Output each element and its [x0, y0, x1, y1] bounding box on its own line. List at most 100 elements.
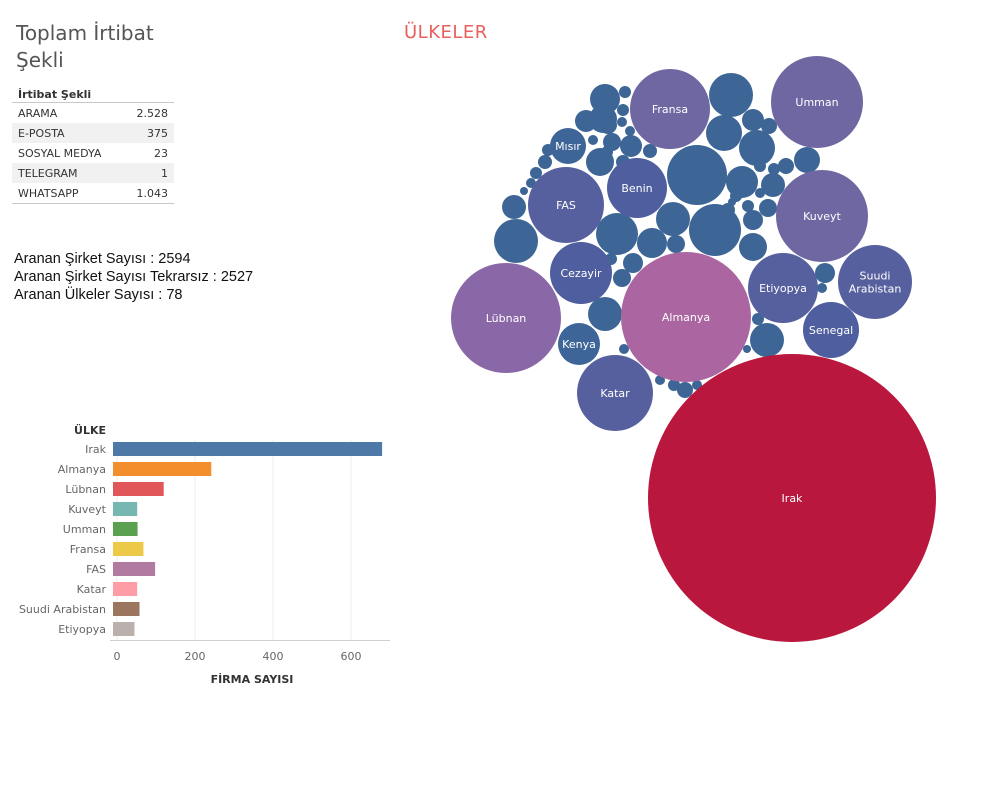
- country-bubble[interactable]: [742, 200, 754, 212]
- bubble-mısır[interactable]: [550, 128, 586, 164]
- country-bubble[interactable]: [623, 253, 643, 273]
- country-bubble[interactable]: [815, 263, 835, 283]
- country-bubble[interactable]: [637, 228, 667, 258]
- bar-4[interactable]: [113, 522, 138, 536]
- bar-9[interactable]: [113, 622, 135, 636]
- bar-3[interactable]: [113, 502, 138, 516]
- country-bubble[interactable]: [750, 323, 784, 357]
- bar-7[interactable]: [113, 582, 138, 596]
- country-bubble[interactable]: [761, 173, 785, 197]
- row-label: ARAMA: [12, 102, 124, 123]
- country-bubble[interactable]: [538, 155, 552, 169]
- x-tick-label: 200: [185, 650, 206, 663]
- row-label: TELEGRAM: [12, 163, 124, 183]
- country-bubble[interactable]: [502, 195, 526, 219]
- country-bubble[interactable]: [794, 147, 820, 173]
- category-label: Suudi Arabistan: [19, 603, 106, 616]
- country-bubble[interactable]: [739, 130, 775, 166]
- country-bubble[interactable]: [617, 104, 629, 116]
- country-bubble[interactable]: [752, 313, 764, 325]
- country-bubble[interactable]: [778, 158, 794, 174]
- country-bubble[interactable]: [588, 135, 598, 145]
- country-bubble[interactable]: [742, 109, 764, 131]
- bubble-kenya[interactable]: [558, 323, 600, 365]
- country-bubble[interactable]: [677, 382, 693, 398]
- country-bubble[interactable]: [817, 283, 827, 293]
- country-bubble[interactable]: [709, 73, 753, 117]
- country-bubble[interactable]: [667, 235, 685, 253]
- bubble-label: Arabistan: [849, 283, 902, 296]
- country-bubble[interactable]: [520, 187, 528, 195]
- country-bubble[interactable]: [530, 167, 542, 179]
- bubble-chart: Irak Almanya Lübnan Umman Kuveyt Fransa FAS Suu…: [451, 56, 936, 642]
- country-bubble[interactable]: [761, 118, 777, 134]
- country-bubble[interactable]: [768, 163, 780, 175]
- x-tick-label: 400: [263, 650, 284, 663]
- bar-8[interactable]: [113, 602, 140, 616]
- country-bubble[interactable]: [743, 345, 751, 353]
- country-bubble[interactable]: [617, 117, 627, 127]
- bubble-kuveyt[interactable]: [776, 170, 868, 262]
- bubble-lübnan[interactable]: [451, 263, 561, 373]
- country-bubble[interactable]: [759, 199, 777, 217]
- country-bubble[interactable]: [494, 219, 538, 263]
- bubble-label: Senegal: [809, 324, 853, 337]
- country-bubble[interactable]: [739, 233, 767, 261]
- country-bubble[interactable]: [728, 198, 736, 206]
- bubble-almanya[interactable]: [621, 252, 751, 382]
- bar-0[interactable]: [113, 442, 383, 456]
- bubble-label: Kuveyt: [803, 210, 841, 223]
- bubble-katar[interactable]: [577, 355, 653, 431]
- table-row[interactable]: TELEGRAM 1: [12, 163, 174, 183]
- table-row[interactable]: WHATSAPP 1.043: [12, 183, 174, 204]
- country-bubble[interactable]: [755, 188, 765, 198]
- country-bubble[interactable]: [590, 84, 620, 114]
- bubble-fas[interactable]: [528, 167, 604, 243]
- bar-5[interactable]: [113, 542, 144, 556]
- bubble-label: Lübnan: [486, 312, 527, 325]
- country-bubble[interactable]: [613, 269, 631, 287]
- country-bubble[interactable]: [754, 160, 766, 172]
- country-bubble[interactable]: [619, 86, 631, 98]
- category-header: ÜLKE: [74, 423, 106, 437]
- country-bubble[interactable]: [726, 166, 758, 198]
- bubble-senegal[interactable]: [803, 302, 859, 358]
- country-bubble[interactable]: [668, 379, 680, 391]
- bubble-cezayir[interactable]: [550, 242, 612, 304]
- country-bubble[interactable]: [620, 135, 642, 157]
- country-bubble[interactable]: [588, 297, 622, 331]
- country-bubble[interactable]: [575, 110, 597, 132]
- category-label: FAS: [86, 563, 106, 576]
- row-value: 1: [123, 163, 174, 183]
- bubble-benin[interactable]: [607, 158, 667, 218]
- contact-method-title: Toplam İrtibat Şekli: [16, 21, 154, 72]
- countries-title: ÜLKELER: [404, 22, 488, 43]
- country-bubble[interactable]: [596, 213, 638, 255]
- category-label: Etiyopya: [58, 623, 106, 636]
- country-bubble[interactable]: [643, 144, 657, 158]
- country-bubble[interactable]: [599, 116, 617, 134]
- table-row[interactable]: E-POSTA 375: [12, 123, 174, 143]
- bubble-irak[interactable]: [648, 354, 936, 642]
- country-bubble[interactable]: [743, 210, 763, 230]
- bubble-fransa[interactable]: [630, 69, 710, 149]
- country-bubble[interactable]: [692, 380, 702, 390]
- country-bubble[interactable]: [706, 115, 742, 151]
- bar-2[interactable]: [113, 482, 164, 496]
- country-bubble[interactable]: [625, 126, 635, 136]
- table-row[interactable]: SOSYAL MEDYA 23: [12, 143, 174, 163]
- bubble-umman[interactable]: [771, 56, 863, 148]
- bar-1[interactable]: [113, 462, 212, 476]
- country-bubble[interactable]: [619, 344, 629, 354]
- country-bubble[interactable]: [656, 202, 690, 236]
- category-label: Almanya: [58, 463, 106, 476]
- country-bubble[interactable]: [721, 203, 735, 217]
- bar-6[interactable]: [113, 562, 156, 576]
- bubble-suudi-arabistan[interactable]: [838, 245, 912, 319]
- bubble-etiyopya[interactable]: [748, 253, 818, 323]
- table-row[interactable]: ARAMA 2.528: [12, 102, 174, 123]
- x-axis-title: FİRMA SAYISI: [211, 672, 294, 686]
- country-bubble[interactable]: [601, 146, 613, 158]
- country-bubble[interactable]: [667, 145, 727, 205]
